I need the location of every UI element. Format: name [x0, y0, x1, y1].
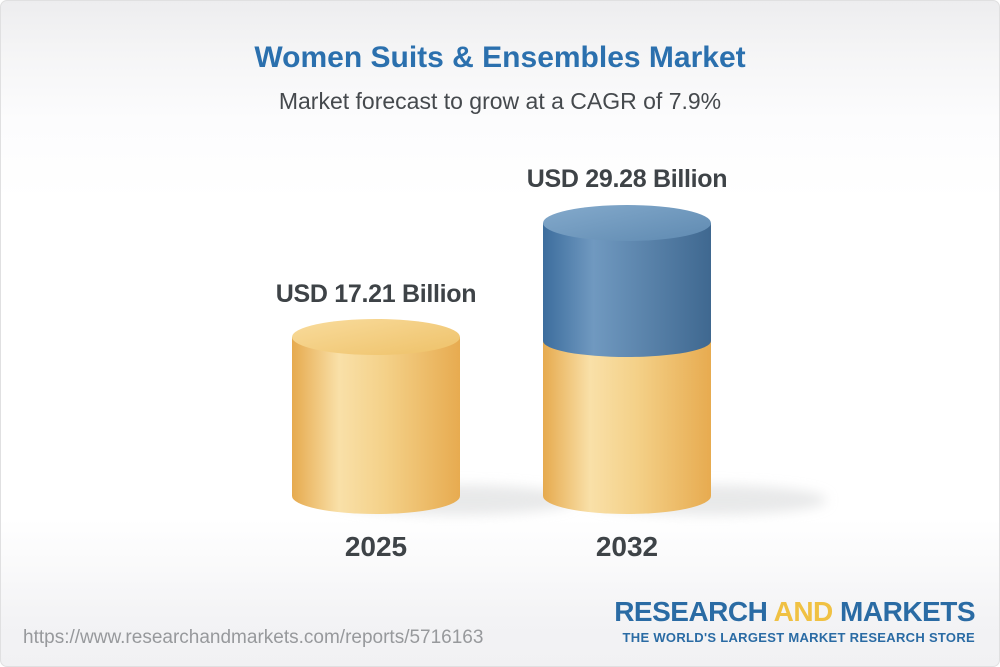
value-label-2032: USD 29.28 Billion	[526, 165, 728, 193]
bar-2032-cylinder	[543, 205, 711, 514]
logo-word-research: RESEARCH	[614, 596, 768, 627]
logo-word-and: AND	[773, 596, 834, 627]
research-and-markets-logo: RESEARCH AND MARKETS THE WORLD'S LARGEST…	[614, 598, 975, 645]
logo-tagline: THE WORLD'S LARGEST MARKET RESEARCH STOR…	[622, 630, 975, 645]
bar-2025-cylinder	[292, 319, 460, 514]
axis-label-2025: 2025	[344, 531, 408, 562]
page-subtitle: Market forecast to grow at a CAGR of 7.9…	[278, 88, 722, 114]
bar-2032-lower-segment	[543, 341, 711, 514]
value-label-2025: USD 17.21 Billion	[275, 280, 477, 308]
logo-word-markets: MARKETS	[840, 596, 975, 627]
axis-label-2032: 2032	[595, 531, 659, 562]
page-title: Women Suits & Ensembles Market	[254, 41, 746, 74]
bar-2032-upper-segment	[543, 223, 711, 357]
logo-wordmark: RESEARCH AND MARKETS	[614, 598, 975, 626]
report-url: https://www.researchandmarkets.com/repor…	[23, 627, 484, 648]
